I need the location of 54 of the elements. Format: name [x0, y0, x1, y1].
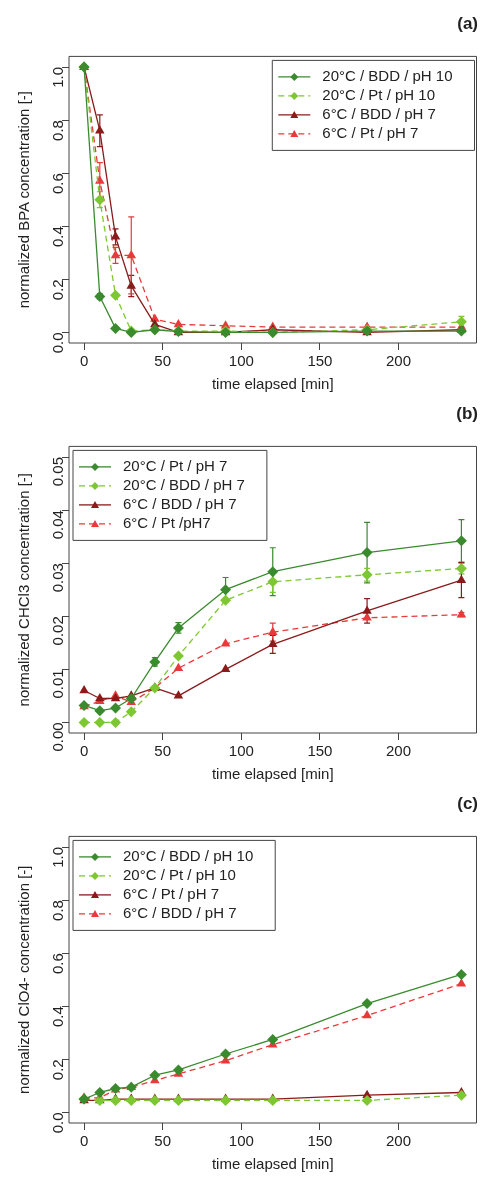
y-tick-label: 0.8 — [49, 900, 67, 921]
y-tick-label: 0.05 — [49, 457, 67, 487]
y-tick-label: 0.04 — [49, 510, 67, 540]
x-axis-title: time elapsed [min] — [211, 1155, 334, 1173]
legend-label: 6°C / Pt / pH 7 — [322, 124, 419, 142]
legend-label: 6°C / BDD / pH 7 — [123, 904, 237, 922]
legend-label: 20°C / Pt / pH 10 — [123, 866, 236, 884]
y-tick-label: 0.00 — [49, 722, 67, 752]
chart-title: (b) — [456, 403, 478, 423]
legend-label: 6°C / BDD / pH 7 — [123, 495, 237, 513]
x-tick-label: 50 — [154, 742, 172, 760]
y-tick-label: 0.2 — [49, 1059, 67, 1081]
x-tick-label: 0 — [79, 742, 89, 760]
x-tick-label: 50 — [154, 1132, 172, 1150]
y-axis-title: normalized ClO4- concentration [-] — [15, 865, 33, 1094]
y-tick-label: 0.2 — [49, 279, 67, 301]
y-tick-label: 0.0 — [49, 1112, 67, 1134]
chart-title: (a) — [457, 13, 478, 33]
chart-title: (c) — [457, 793, 478, 813]
legend-label: 6°C / BDD / pH 7 — [322, 105, 436, 123]
y-tick-label: 0.4 — [49, 226, 67, 248]
y-tick-label: 0.01 — [49, 669, 67, 699]
x-tick-label: 100 — [228, 742, 254, 760]
x-tick-label: 150 — [307, 352, 333, 370]
x-tick-label: 150 — [307, 1132, 333, 1150]
y-tick-label: 0.02 — [49, 616, 67, 646]
x-tick-label: 0 — [79, 1132, 89, 1150]
legend-label: 20°C / BDD / pH 7 — [123, 476, 245, 494]
legend-label: 20°C / Pt / pH 7 — [123, 457, 228, 475]
y-tick-label: 0.6 — [49, 173, 67, 195]
legend-label: 6°C / Pt /pH7 — [123, 514, 211, 532]
x-tick-label: 200 — [386, 1132, 412, 1150]
x-tick-label: 200 — [386, 352, 412, 370]
x-tick-label: 200 — [386, 742, 412, 760]
x-axis-title: time elapsed [min] — [211, 375, 334, 393]
y-tick-label: 0.0 — [49, 332, 67, 354]
y-tick-label: 1.0 — [49, 67, 67, 88]
x-tick-label: 0 — [79, 352, 89, 370]
y-tick-label: 0.6 — [49, 953, 67, 975]
y-tick-label: 0.03 — [49, 563, 67, 593]
x-tick-label: 50 — [154, 352, 172, 370]
legend-label: 20°C / Pt / pH 10 — [322, 86, 436, 104]
y-axis-title: normalized CHCl3 concentration [-] — [15, 472, 33, 707]
x-axis-title: time elapsed [min] — [211, 765, 334, 783]
x-tick-label: 100 — [228, 1132, 254, 1150]
x-tick-label: 100 — [228, 352, 254, 370]
y-axis-title: normalized BPA concentration [-] — [15, 91, 33, 309]
y-tick-label: 0.8 — [49, 120, 67, 141]
legend-label: 20°C / BDD / pH 10 — [123, 847, 254, 865]
y-tick-label: 1.0 — [49, 847, 67, 868]
legend-label: 20°C / BDD / pH 10 — [322, 67, 453, 85]
legend-label: 6°C / Pt / pH 7 — [123, 885, 220, 903]
x-tick-label: 150 — [307, 742, 333, 760]
y-tick-label: 0.4 — [49, 1006, 67, 1028]
